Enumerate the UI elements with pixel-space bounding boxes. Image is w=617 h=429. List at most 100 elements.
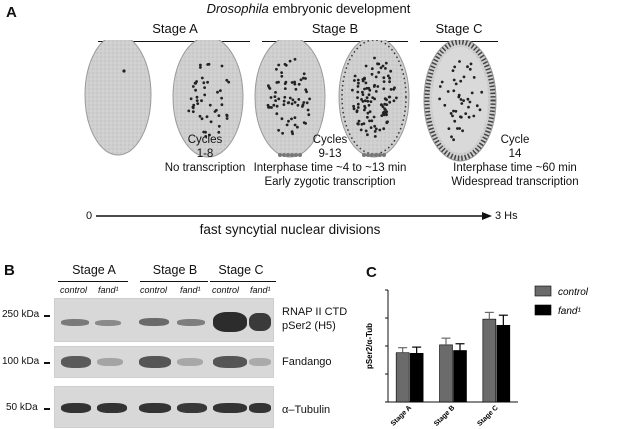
- nucleus: [384, 108, 387, 112]
- nucleus: [461, 129, 464, 133]
- nucleus: [302, 76, 305, 80]
- stage-b-label: Stage B: [311, 21, 359, 36]
- blot-label-fandango: Fandango: [282, 356, 332, 368]
- band: [139, 356, 171, 368]
- band: [249, 403, 271, 413]
- nucleus: [199, 66, 202, 69]
- nucleus: [368, 88, 372, 92]
- pole-cell: [378, 153, 382, 157]
- band: [139, 318, 169, 326]
- marker-tick: [44, 315, 50, 317]
- nucleus: [196, 102, 200, 105]
- nucleus: [382, 127, 386, 131]
- band: [177, 319, 205, 326]
- nucleus: [217, 114, 221, 117]
- timeline-end: 3 Hs: [495, 210, 518, 222]
- legend-label: control: [558, 287, 589, 298]
- nucleus: [284, 63, 288, 67]
- nucleus: [369, 100, 373, 103]
- nucleus: [383, 97, 387, 101]
- nucleus: [277, 80, 280, 84]
- nucleus: [382, 76, 386, 80]
- nucleus: [450, 135, 453, 139]
- nucleus: [366, 99, 370, 103]
- band: [95, 320, 121, 326]
- nucleus: [367, 103, 371, 107]
- nucleus: [296, 125, 299, 129]
- x-tick-label: Stage A: [390, 404, 413, 427]
- nucleus: [280, 117, 284, 121]
- nucleus: [275, 112, 279, 116]
- nucleus: [305, 101, 309, 105]
- marker-100: 100 kDa: [2, 356, 40, 367]
- nucleus: [297, 82, 301, 86]
- nucleus: [456, 127, 459, 130]
- band: [61, 356, 91, 368]
- nucleus: [308, 97, 311, 101]
- nucleus: [373, 83, 376, 87]
- nucleus: [270, 106, 273, 109]
- nucleus: [216, 90, 219, 94]
- nucleus: [206, 80, 210, 84]
- nucleus: [297, 98, 301, 101]
- nucleus: [208, 133, 211, 137]
- nucleus: [363, 76, 366, 80]
- nucleus: [459, 79, 463, 83]
- nucleus: [283, 87, 287, 90]
- nucleus: [458, 60, 461, 63]
- nucleus: [363, 87, 366, 91]
- nucleus: [357, 119, 361, 123]
- nucleus: [225, 78, 229, 82]
- pole-cell: [294, 153, 298, 157]
- nucleus: [376, 85, 380, 88]
- band: [213, 403, 247, 413]
- nucleus: [459, 115, 462, 119]
- nucleus: [373, 124, 377, 128]
- nucleus: [187, 109, 191, 113]
- nucleus: [381, 64, 385, 68]
- nucleus: [366, 115, 369, 119]
- nucleus: [225, 114, 229, 118]
- nucleus: [387, 95, 391, 99]
- blot-stage-a-line: [58, 281, 128, 282]
- nucleus: [389, 69, 393, 73]
- nucleus: [380, 114, 384, 117]
- nucleus: [462, 99, 465, 102]
- nucleus: [374, 90, 378, 93]
- nucleus: [122, 69, 126, 73]
- nucleus: [452, 109, 455, 113]
- nucleus: [453, 65, 457, 69]
- panel-b-letter: B: [4, 262, 15, 279]
- nucleus: [293, 116, 297, 119]
- blot-stage-b-label: Stage B: [152, 263, 198, 277]
- y-axis-label: pSer2/α-Tub: [365, 323, 374, 369]
- stage-a-line: [98, 41, 250, 42]
- band: [97, 403, 127, 413]
- nucleus: [220, 96, 224, 100]
- nucleus: [191, 106, 195, 110]
- nucleus: [438, 85, 442, 88]
- nucleus: [299, 78, 303, 82]
- nucleus: [440, 80, 444, 84]
- nucleus: [302, 72, 306, 76]
- nucleus: [306, 108, 310, 112]
- bar: [482, 318, 497, 403]
- nucleus: [459, 98, 463, 101]
- nucleus: [480, 90, 484, 94]
- lane-label: fand¹: [250, 285, 271, 295]
- bar: [453, 350, 467, 403]
- legend-swatch: [534, 304, 552, 316]
- band: [61, 403, 91, 413]
- nucleus: [282, 103, 286, 106]
- nucleus: [277, 97, 281, 101]
- nucleus: [360, 98, 363, 101]
- nucleus: [467, 115, 471, 119]
- nucleus: [363, 99, 367, 103]
- nucleus: [352, 107, 356, 111]
- band: [97, 358, 123, 366]
- nucleus: [217, 124, 221, 128]
- nucleus: [274, 91, 277, 94]
- nucleus: [290, 130, 294, 134]
- nucleus: [203, 86, 207, 89]
- bar: [409, 352, 424, 403]
